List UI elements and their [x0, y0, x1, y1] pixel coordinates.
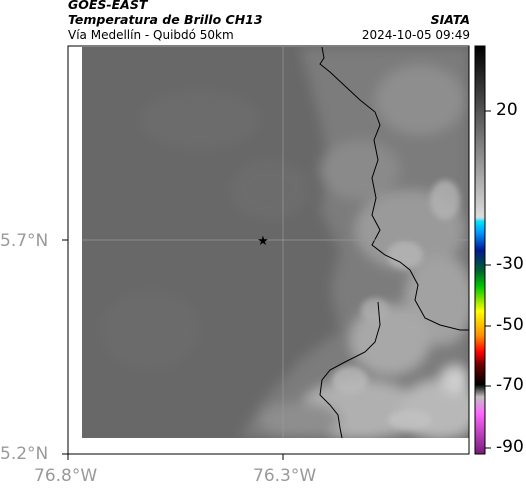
satellite-imagery: [82, 47, 469, 438]
colorbar-tick-label: -90: [496, 437, 524, 457]
colorbar: [474, 45, 486, 455]
colorbar-tick-label: -50: [496, 315, 524, 335]
lat-tick-label: 5.7°N: [0, 231, 49, 251]
agency-label: SIATA: [430, 12, 470, 27]
lon-tick-label: 76.8°W: [34, 466, 98, 486]
boundary-line-south: [319, 301, 381, 438]
product-title: Temperatura de Brillo CH13: [68, 12, 263, 27]
boundary-line-east: [319, 47, 469, 331]
region-subtitle: Vía Medellín - Quibdó 50km: [68, 28, 234, 42]
map-frame: [67, 45, 470, 455]
colorbar-tick-label: -30: [496, 254, 524, 274]
datetime-label: 2024-10-05 09:49: [361, 28, 470, 42]
satellite-title: GOES-EAST: [68, 0, 148, 12]
colorbar-tick-label: -70: [496, 375, 524, 395]
lat-tick-label: 5.2°N: [0, 444, 49, 464]
star-icon: ★: [257, 234, 269, 249]
lon-tick-label: 76.3°W: [253, 466, 317, 486]
colorbar-tick-label: 20: [496, 100, 518, 120]
